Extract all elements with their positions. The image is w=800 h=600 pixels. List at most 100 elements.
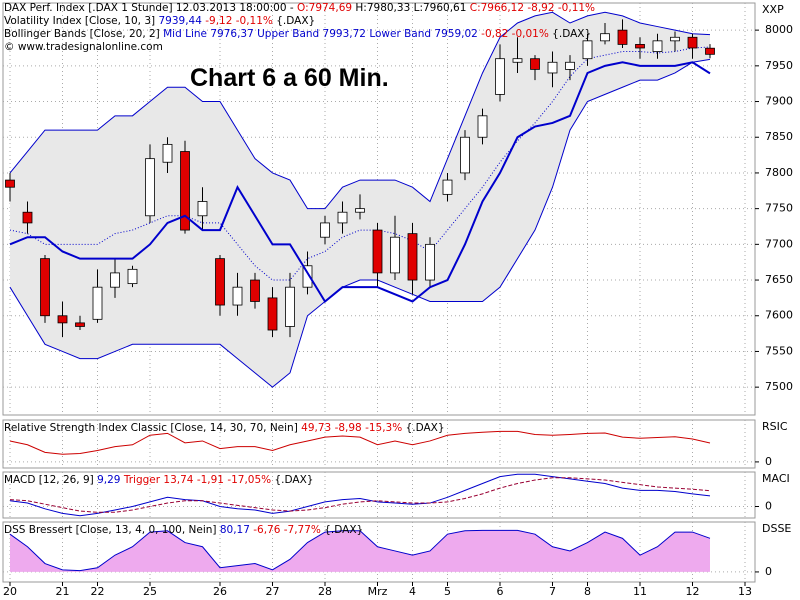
y-tick-label: 0 xyxy=(765,500,772,513)
candle-body xyxy=(512,58,523,63)
candle-body xyxy=(547,61,558,74)
legend-change: -6,76 -7,77% xyxy=(253,524,321,536)
candle-body xyxy=(162,143,173,163)
series-line xyxy=(9,430,711,455)
candle-body xyxy=(355,208,365,213)
candle-body xyxy=(75,322,85,327)
legend-name: Upper Band xyxy=(257,28,320,40)
candle-body xyxy=(180,151,190,231)
legend-change: -1,91 -17,05% xyxy=(196,474,272,486)
legend-name: Bollinger Bands [Close, 20, 2] xyxy=(4,28,160,40)
candle-body xyxy=(197,201,208,217)
legend-name: Lower Band xyxy=(369,28,432,40)
legend-name: DSS Bressert [Close, 13, 4, 0, 100, Nein… xyxy=(4,524,217,536)
legend-name: MACD [12, 26, 9] xyxy=(4,474,94,486)
legend-symbol: {.DAX} xyxy=(324,524,364,536)
y-tick-label: 7850 xyxy=(765,130,793,143)
legend-value: 80,17 xyxy=(219,524,250,536)
axis-label: DSSE xyxy=(762,522,791,535)
candle-body xyxy=(5,179,15,188)
panel xyxy=(2,471,756,519)
y-tick-label: 0 xyxy=(765,455,772,468)
x-tick-label: 25 xyxy=(143,585,157,598)
legend-name: Relative Strength Index Classic [Close, … xyxy=(4,422,298,434)
legend-change: -9,12 -0,11% xyxy=(205,15,273,27)
legend-name: Mid Line xyxy=(163,28,207,40)
candle-body xyxy=(40,258,50,317)
panel-header: Relative Strength Index Classic [Close, … xyxy=(4,422,445,435)
axis-label: XXP xyxy=(762,3,784,16)
candle-body xyxy=(687,36,698,49)
candle-body xyxy=(92,286,103,320)
candle-body xyxy=(232,286,243,306)
candle-body xyxy=(495,58,505,95)
x-tick-label: 5 xyxy=(444,585,451,598)
candle-body xyxy=(425,243,435,281)
header-line: Volatility Index [Close, 10, 3] 7939,44 … xyxy=(4,15,315,28)
legend-name: Volatility Index [Close, 10, 3] xyxy=(4,15,156,27)
panel-header: DSS Bressert [Close, 13, 4, 0, 100, Nein… xyxy=(4,524,363,537)
open-label: O:7974,69 xyxy=(297,2,353,14)
panel-header: MACD [12, 26, 9] 9,29 Trigger 13,74 -1,9… xyxy=(4,474,313,487)
candle-body xyxy=(22,211,33,224)
legend-change: -0,82 -0,01% xyxy=(481,28,549,40)
candle-body xyxy=(110,272,120,288)
series-line xyxy=(9,61,711,303)
candle-body xyxy=(407,233,418,281)
candle-body xyxy=(337,211,348,224)
x-tick-label: 26 xyxy=(213,585,227,598)
legend-value: 7959,02 xyxy=(434,28,478,40)
x-tick-label: 20 xyxy=(3,585,17,598)
series-line xyxy=(9,46,711,281)
y-tick-label: 7950 xyxy=(765,59,793,72)
legend-symbol: {.DAX} xyxy=(405,422,445,434)
instrument: DAX Perf. Index [.DAX 1 Stunde] 12.03.20… xyxy=(4,2,294,14)
candle-body xyxy=(442,179,453,195)
x-tick-label: 11 xyxy=(633,585,647,598)
candle-body xyxy=(390,236,400,274)
candle-body xyxy=(127,268,138,285)
candle-body xyxy=(145,158,155,217)
legend-symbol: {.DAX} xyxy=(276,15,316,27)
candle-body xyxy=(372,229,383,274)
legend-value: 7976,37 xyxy=(210,28,254,40)
candle-body xyxy=(617,29,628,45)
y-tick-label: 7800 xyxy=(765,166,793,179)
series-line xyxy=(9,11,711,210)
chart-title: Chart 6 a 60 Min. xyxy=(190,64,389,92)
candle-body xyxy=(460,136,470,174)
y-tick-label: 7700 xyxy=(765,237,793,250)
legend-change: -8,98 -15,3% xyxy=(334,422,403,434)
copyright: © www.tradesignalonline.com xyxy=(4,41,163,53)
y-tick-label: 7500 xyxy=(765,380,793,393)
legend-value: 7993,72 xyxy=(322,28,366,40)
y-tick-label: 7900 xyxy=(765,95,793,108)
x-tick-label: 7 xyxy=(549,585,556,598)
x-tick-label: 28 xyxy=(318,585,332,598)
x-tick-label: 4 xyxy=(409,585,416,598)
y-tick-label: 8000 xyxy=(765,23,793,36)
y-tick-label: 7550 xyxy=(765,344,793,357)
legend-value: 7939,44 xyxy=(158,15,202,27)
candle-body xyxy=(477,115,488,138)
y-tick-label: 7650 xyxy=(765,273,793,286)
header-line: DAX Perf. Index [.DAX 1 Stunde] 12.03.20… xyxy=(4,2,595,15)
candle-body xyxy=(582,40,593,60)
candle-body xyxy=(530,58,540,70)
x-tick-label: 22 xyxy=(91,585,105,598)
candle-body xyxy=(670,36,680,42)
legend-symbol: {.DAX} xyxy=(274,474,314,486)
candle-body xyxy=(652,40,663,52)
legend-symbol: {.DAX} xyxy=(552,28,592,40)
axis-label: MACI xyxy=(762,472,790,485)
series-line xyxy=(9,477,711,513)
header-line: Bollinger Bands [Close, 20, 2] Mid Line … xyxy=(4,28,591,41)
series-line xyxy=(9,473,711,517)
legend-value: 13,74 xyxy=(163,474,194,486)
candle-body xyxy=(565,61,575,70)
series-line xyxy=(9,58,711,388)
candle-body xyxy=(320,222,330,238)
candle-body xyxy=(285,286,295,327)
